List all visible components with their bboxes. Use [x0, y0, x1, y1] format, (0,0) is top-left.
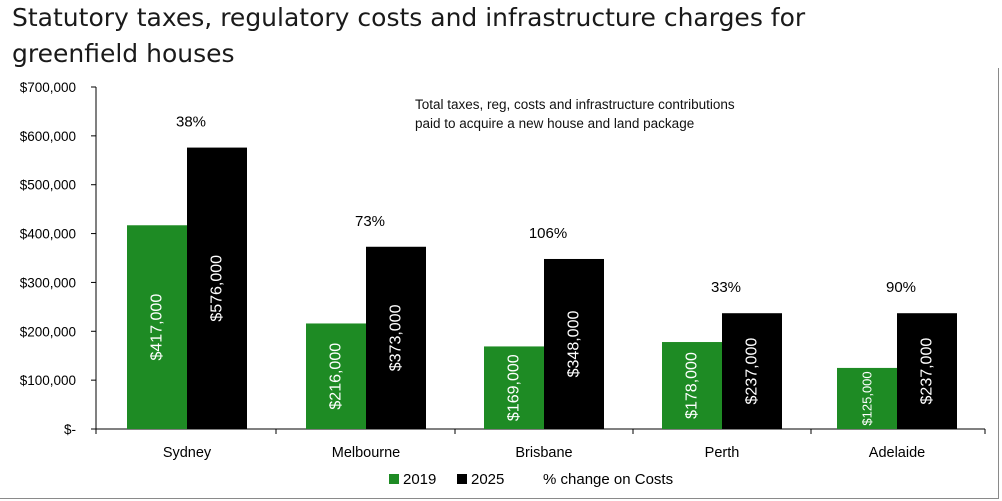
legend-label-2025: 2025: [471, 471, 504, 488]
bar-value-label-2019: $417,000: [149, 294, 166, 361]
bar-2019: [484, 346, 544, 429]
pct-change-label: 90%: [886, 279, 916, 296]
bar-value-label-2025: $373,000: [388, 304, 405, 371]
bar-2025: [187, 147, 247, 429]
legend-label-2019: 2019: [403, 471, 436, 488]
bar-value-label-2025: $576,000: [209, 255, 226, 322]
y-tick-label: $-: [64, 422, 76, 437]
pct-change-label: 73%: [355, 213, 385, 230]
bar-2025: [897, 313, 957, 429]
x-category-label: Sydney: [163, 445, 212, 461]
chart-annotation: Total taxes, reg, costs and infrastructu…: [415, 97, 735, 131]
bar-2019: [306, 323, 366, 429]
bar-value-label-2025: $237,000: [744, 338, 761, 405]
chart-title: Statutory taxes, regulatory costs and in…: [12, 3, 806, 68]
y-tick-label: $100,000: [20, 373, 76, 388]
bar-value-label-2019: $169,000: [506, 354, 523, 421]
legend-swatch-2025: [457, 474, 467, 484]
bar-2019: [837, 367, 897, 429]
y-tick-label: $300,000: [20, 275, 76, 290]
y-tick-label: $600,000: [20, 129, 76, 144]
bar-2025: [366, 246, 426, 429]
pct-change-label: 33%: [711, 279, 741, 296]
y-tick-label: $400,000: [20, 227, 76, 242]
bar-value-label-2025: $237,000: [919, 338, 936, 405]
bar-2019: [127, 225, 187, 429]
x-category-label: Brisbane: [515, 445, 572, 461]
bar-value-label-2019: $125,000: [860, 371, 875, 425]
bar-2025: [722, 313, 782, 429]
bar-value-label-2019: $216,000: [328, 343, 345, 410]
legend-label-pct-change: % change on Costs: [543, 471, 673, 488]
pct-change-label: 38%: [176, 114, 206, 131]
y-tick-label: $500,000: [20, 178, 76, 193]
x-category-label: Perth: [705, 445, 740, 461]
bar-value-label-2025: $348,000: [566, 311, 583, 378]
legend-swatch-2019: [389, 474, 399, 484]
pct-change-label: 106%: [529, 225, 567, 242]
y-tick-label: $700,000: [20, 80, 76, 95]
bar-value-label-2019: $178,000: [684, 352, 701, 419]
x-category-label: Adelaide: [869, 445, 925, 461]
bar-2019: [662, 342, 722, 429]
bar-2025: [544, 258, 604, 429]
x-category-label: Melbourne: [332, 445, 401, 461]
y-tick-label: $200,000: [20, 324, 76, 339]
